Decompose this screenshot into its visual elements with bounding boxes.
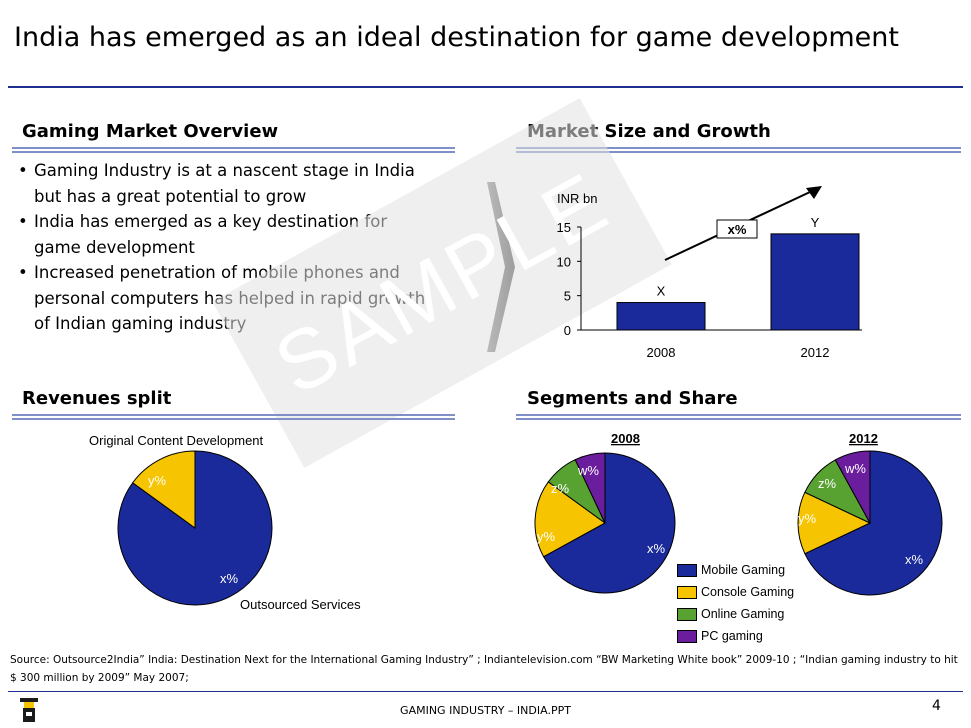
overview-heading-rule <box>12 147 455 153</box>
bar-data-label: X <box>657 284 666 299</box>
legend-label: PC gaming <box>701 629 763 643</box>
growth-label: x% <box>728 222 747 237</box>
pie-2008-label-x: x% <box>647 541 666 556</box>
pie-2012-slice-console <box>797 491 872 555</box>
x-tick-label: 2008 <box>647 345 676 360</box>
growth-label-box <box>716 219 758 239</box>
bullet-item: Gaming Industry is at a nascent stage in… <box>16 158 436 209</box>
revenues-heading: Revenues split <box>22 388 172 409</box>
bar-data-label: Y <box>811 215 820 230</box>
segments-heading: Segments and Share <box>527 388 738 409</box>
footer-title: GAMING INDUSTRY – INDIA.PPT <box>400 704 571 717</box>
y-tick-label: 10 <box>557 254 571 269</box>
pie-2008-slice-mobile <box>542 452 676 594</box>
pie-2012-slice-pc <box>834 450 871 524</box>
pie-2008-label-w: w% <box>577 463 599 478</box>
callout-original-content: Original Content Development <box>89 433 264 448</box>
pie-2008-slice-console <box>534 481 606 558</box>
overview-heading: Gaming Market Overview <box>22 121 279 142</box>
pie-2012-label-z: z% <box>818 476 837 491</box>
legend-label: Mobile Gaming <box>701 563 786 577</box>
page-title: India has emerged as an ideal destinatio… <box>14 22 899 53</box>
legend-label: Online Gaming <box>701 607 785 621</box>
bar-2008 <box>616 302 706 331</box>
bar-2012 <box>770 233 860 331</box>
pie-2008-label-y: y% <box>537 529 556 544</box>
x-tick-label: 2012 <box>801 345 830 360</box>
y-tick-label: 15 <box>557 220 571 235</box>
pie-2012-label-w: w% <box>844 461 866 476</box>
rev-label-y: y% <box>148 473 167 488</box>
growth-arrow-head-icon <box>806 186 822 199</box>
pie-2012-title: 2012 <box>849 431 878 446</box>
pie-2008-label-z: z% <box>551 481 570 496</box>
pie-2012-label-y: y% <box>798 511 817 526</box>
y-tick-label: 0 <box>564 323 571 338</box>
market-size-bar-chart: INR bn 0 5 10 15 X 2008 Y 2012 x% <box>557 186 862 360</box>
pie-slice-original-content <box>132 450 196 529</box>
title-rule <box>8 86 963 88</box>
legend-swatch-pc <box>677 630 697 643</box>
lighthouse-logo-icon <box>20 698 38 722</box>
legend-swatch-console <box>677 586 697 599</box>
legend-label: Console Gaming <box>701 585 795 599</box>
y-axis-label: INR bn <box>557 191 597 206</box>
revenues-heading-rule <box>12 414 455 420</box>
pie-2012-slice-mobile <box>804 450 943 596</box>
market-size-heading-rule <box>516 147 961 153</box>
legend-swatch-online <box>677 608 697 621</box>
segments-heading-rule <box>516 414 961 420</box>
segments-pie-charts: 2008 2012 x% y% z% w% x% y% z% w% <box>534 431 943 596</box>
pie-2008-title: 2008 <box>611 431 640 446</box>
pie-2008-slice-pc <box>574 452 606 524</box>
page-number: 4 <box>932 698 941 714</box>
footer-rule <box>8 691 963 692</box>
revenues-pie-chart: Original Content Development Outsourced … <box>89 433 361 612</box>
rev-label-x: x% <box>220 571 239 586</box>
pie-2012-label-x: x% <box>905 552 924 567</box>
legend-swatch-mobile <box>677 564 697 577</box>
bullet-item: India has emerged as a key destination f… <box>16 209 436 260</box>
source-note: Source: Outsource2India” India: Destinat… <box>10 654 958 684</box>
callout-outsourced: Outsourced Services <box>240 597 361 612</box>
y-tick-label: 5 <box>564 289 571 304</box>
